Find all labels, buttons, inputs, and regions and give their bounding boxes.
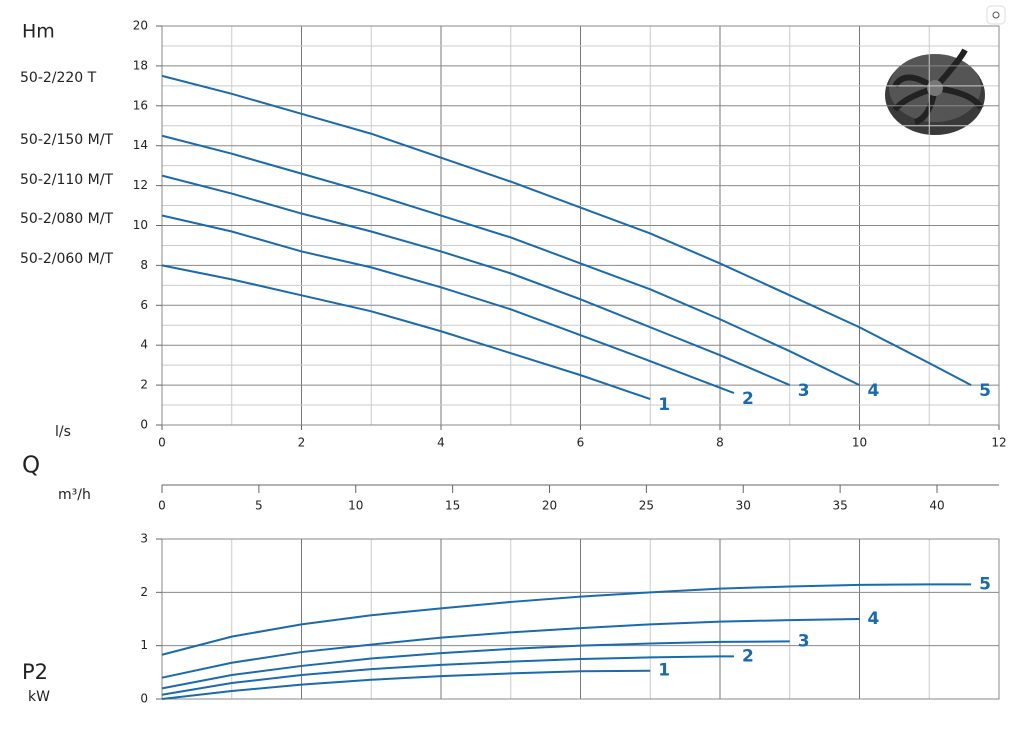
curve — [161, 669, 651, 700]
curve-label: 3 — [798, 381, 810, 401]
curve — [161, 214, 735, 395]
curve — [161, 655, 734, 696]
x2-tick-label: 0 — [158, 499, 166, 513]
model-label: 50-2/150 M/T — [20, 132, 113, 148]
y-tick-label: 6 — [140, 298, 148, 312]
y-tick-label: 2 — [140, 378, 148, 392]
model-label: 50-2/060 M/T — [20, 251, 113, 267]
x-tick-label: 8 — [716, 436, 724, 450]
curve-label: 3 — [798, 631, 810, 651]
curve-label: 4 — [868, 609, 880, 629]
y-tick-label: 2 — [140, 585, 148, 599]
y-unit: kW — [28, 689, 50, 705]
y-tick-label: 14 — [133, 138, 148, 152]
curve — [161, 264, 651, 401]
y-tick-label: 3 — [140, 532, 148, 546]
curve — [161, 583, 972, 656]
curve — [161, 134, 860, 386]
y-tick-label: 16 — [133, 98, 148, 112]
curve-label: 2 — [742, 646, 754, 666]
x-axis-title: Q — [22, 453, 40, 479]
x2-tick-label: 15 — [445, 499, 460, 513]
x2-tick-label: 5 — [255, 499, 263, 513]
x2-tick-label: 40 — [929, 499, 944, 513]
x-tick-label: 6 — [577, 436, 585, 450]
curve — [161, 174, 791, 387]
model-label: 50-2/220 T — [20, 70, 97, 86]
model-label: 50-2/110 M/T — [20, 172, 113, 188]
curve-label: 1 — [658, 661, 670, 681]
x-tick-label: 12 — [991, 436, 1006, 450]
x2-unit: m³/h — [58, 487, 91, 503]
y-axis-title: P2 — [22, 660, 48, 684]
y-tick-label: 18 — [133, 58, 148, 72]
curve-label: 2 — [742, 389, 754, 409]
curve — [161, 640, 790, 690]
x-tick-label: 2 — [298, 436, 306, 450]
x2-tick-label: 35 — [832, 499, 847, 513]
model-label: 50-2/080 M/T — [20, 211, 113, 227]
curve-label: 5 — [979, 381, 991, 401]
x2-tick-label: 20 — [542, 499, 557, 513]
y-tick-label: 12 — [133, 178, 148, 192]
y-tick-label: 0 — [140, 692, 148, 706]
y-tick-label: 0 — [140, 418, 148, 432]
curve-label: 4 — [868, 381, 880, 401]
x2-tick-label: 25 — [639, 499, 654, 513]
y-tick-label: 20 — [133, 19, 148, 33]
screen-icon[interactable] — [986, 5, 1006, 25]
x2-tick-label: 30 — [736, 499, 751, 513]
x-tick-label: 4 — [437, 436, 445, 450]
plot-frame — [161, 538, 1000, 700]
curve — [161, 74, 972, 386]
y-tick-label: 4 — [140, 338, 148, 352]
impeller-photo — [885, 48, 985, 135]
y-axis-title: Hm — [22, 21, 55, 43]
y-tick-label: 8 — [140, 258, 148, 272]
x-unit: l/s — [55, 424, 71, 440]
x-tick-label: 0 — [158, 436, 166, 450]
curve-label: 1 — [658, 395, 670, 415]
y-tick-label: 1 — [140, 638, 148, 652]
curve — [161, 618, 860, 679]
x2-tick-label: 10 — [348, 499, 363, 513]
y-tick-label: 10 — [133, 218, 148, 232]
x-tick-label: 10 — [852, 436, 867, 450]
curve-label: 5 — [979, 574, 991, 594]
